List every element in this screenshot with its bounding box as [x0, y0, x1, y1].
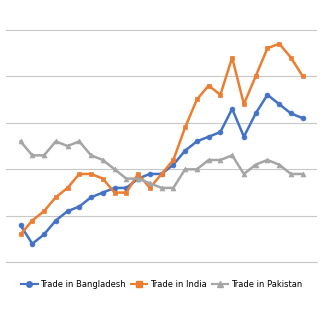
- Legend: Trade in Bangladesh, Trade in India, Trade in Pakistan: Trade in Bangladesh, Trade in India, Tra…: [18, 277, 306, 292]
